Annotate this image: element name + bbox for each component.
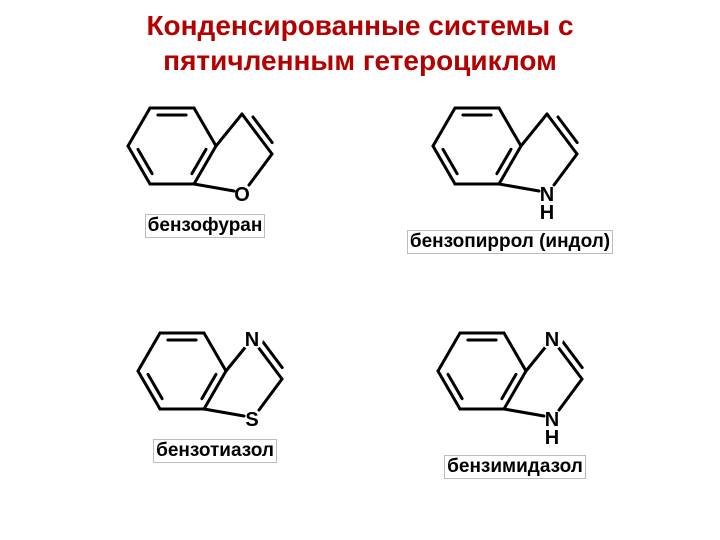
molecule-indole: N H: [415, 90, 605, 225]
svg-text:N: N: [245, 329, 259, 351]
title-line2: пятичленным гетероциклом: [163, 45, 557, 76]
label-benzothiazole: бензотиазол: [153, 439, 277, 463]
svg-text:H: H: [540, 202, 554, 224]
cell-indole: N H бензопиррол (индол): [395, 90, 625, 254]
label-benzofuran: бензофуран: [145, 214, 266, 238]
molecule-benzofuran: O: [110, 90, 300, 210]
label-indole: бензопиррол (индол): [407, 230, 613, 254]
svg-text:H: H: [545, 427, 559, 449]
svg-text:O: O: [234, 184, 250, 206]
svg-text:N: N: [545, 329, 559, 351]
cell-benzothiazole: N S бензотиазол: [100, 315, 330, 463]
molecule-grid: O бензофуран N H бензопиррол (индол) N S…: [0, 90, 720, 530]
svg-text:S: S: [245, 409, 258, 431]
cell-benzofuran: O бензофуран: [90, 90, 320, 238]
page-title: Конденсированные системы с пятичленным г…: [0, 0, 720, 78]
label-benzimidazole: бензимидазол: [444, 455, 586, 479]
title-line1: Конденсированные системы с: [146, 10, 573, 41]
cell-benzimidazole: N N H бензимидазол: [400, 315, 630, 479]
molecule-benzothiazole: N S: [120, 315, 310, 435]
molecule-benzimidazole: N N H: [420, 315, 610, 450]
